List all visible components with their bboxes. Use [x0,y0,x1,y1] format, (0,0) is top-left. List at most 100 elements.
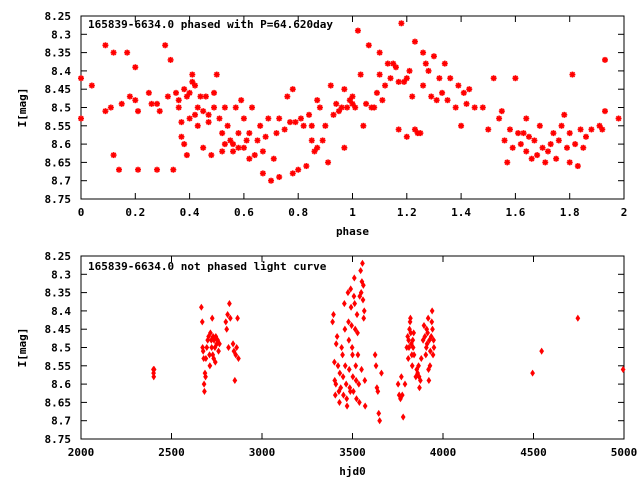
data-point [355,329,360,337]
data-point [327,82,334,89]
data-point [208,329,213,337]
data-point [341,391,346,399]
data-point [289,86,296,93]
data-point [569,71,576,78]
data-point [167,56,174,63]
data-point [186,89,193,96]
data-point [382,82,389,89]
data-point [338,384,344,392]
x-tick-label: 2500 [158,446,185,459]
data-point [399,373,404,381]
data-point [436,75,443,82]
data-point [523,148,530,155]
y-tick-label: 8.75 [45,433,72,446]
chart-title: 165839-6634.0 not phased light curve [88,260,327,273]
data-point [582,133,589,140]
data-point [132,97,139,104]
y-tick-label: 8.6 [51,378,71,391]
data-point [319,137,326,144]
data-point [254,137,261,144]
data-point [417,384,422,392]
x-tick-label: 0 [78,206,85,219]
data-point [151,373,157,381]
data-point [213,71,220,78]
data-point [356,380,362,388]
data-point [395,78,402,85]
data-point [208,152,215,159]
data-point [346,336,352,344]
data-point [178,119,185,126]
data-point [262,133,269,140]
data-point [295,166,302,173]
data-point [333,340,339,348]
data-point [181,141,188,148]
data-point [300,122,307,129]
data-point [373,89,380,96]
data-point [539,347,545,355]
data-point [343,380,349,388]
data-point [339,343,345,352]
data-point [234,343,240,352]
data-point [406,67,413,74]
data-point [427,347,433,355]
data-point [107,104,114,111]
data-point [342,362,348,370]
data-point [430,351,436,359]
data-point [601,56,608,63]
data-point [512,75,519,82]
data-point [515,130,522,137]
data-point [411,329,417,337]
data-point [259,170,266,177]
data-point [243,137,250,144]
data-point [362,402,368,410]
data-point [116,166,123,173]
data-point [186,115,193,122]
data-point [422,332,428,341]
data-point [399,391,405,399]
data-point [410,336,416,344]
y-tick-label: 8.65 [45,156,72,169]
data-point [377,417,383,425]
data-point [550,130,557,137]
data-point [428,93,435,100]
x-tick-label: 3000 [249,446,276,459]
data-point [204,343,210,352]
data-point [358,289,364,297]
data-point [466,86,473,93]
data-point [460,89,467,96]
data-point [455,82,462,89]
data-point [403,75,410,82]
data-point [102,42,109,49]
y-tick-label: 8.3 [51,268,71,281]
data-point [471,104,478,111]
data-point [577,126,584,133]
data-point [431,336,436,344]
data-point [400,413,406,421]
data-point [351,274,357,282]
data-point [409,362,415,370]
data-point [479,104,486,111]
data-point [135,166,142,173]
data-point [325,159,332,166]
data-point [225,311,230,319]
data-point [427,362,433,370]
data-point [384,60,391,67]
data-point [132,64,139,71]
data-point [173,89,180,96]
data-point [341,86,348,93]
data-point [276,115,283,122]
data-point [452,104,459,111]
data-point [287,119,294,126]
data-point [542,159,549,166]
data-point [580,144,587,151]
x-tick-label: 1 [349,206,356,219]
data-point [162,42,169,49]
data-point [192,111,199,118]
data-point [615,115,622,122]
data-point [308,137,315,144]
data-point [224,122,231,129]
data-point [351,387,356,395]
data-point [265,115,272,122]
data-point [430,53,437,60]
